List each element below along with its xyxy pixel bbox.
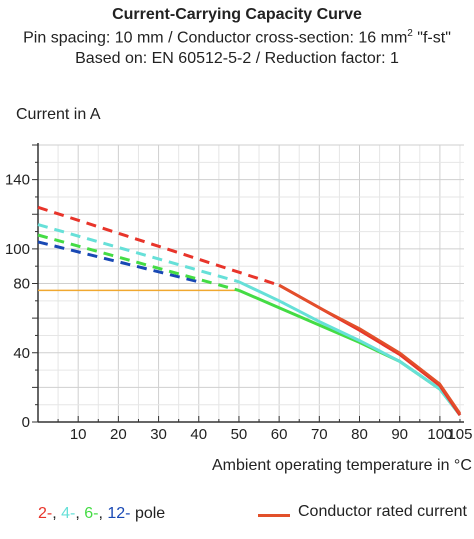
series-4-pole-line bbox=[238, 280, 462, 417]
subtitle-tail: "f-st" bbox=[412, 29, 451, 47]
subtitle-main: Pin spacing: 10 mm / Conductor cross-sec… bbox=[23, 29, 408, 47]
y-tick-label: 0 bbox=[22, 414, 30, 431]
y-axis-label: Current in A bbox=[16, 106, 101, 123]
x-tick-label: 10 bbox=[70, 426, 87, 443]
x-tick-label: 105 bbox=[447, 426, 472, 443]
legend-pole-part: , bbox=[52, 505, 62, 522]
conductor-rated-curve bbox=[278, 284, 462, 415]
chart-subtitle-1: Pin spacing: 10 mm / Conductor cross-sec… bbox=[0, 28, 474, 47]
legend-rated-label: Conductor rated current bbox=[298, 503, 467, 520]
series-4-pole-dashed bbox=[37, 223, 240, 284]
series-6-pole-dashed bbox=[37, 233, 240, 292]
legend-pole-part: 4- bbox=[61, 505, 76, 522]
x-axis-label: Ambient operating temperature in °C bbox=[212, 457, 472, 474]
x-tick-label: 30 bbox=[150, 426, 167, 443]
legend-pole-part: 12- bbox=[107, 505, 131, 522]
legend-pole-part: , bbox=[98, 505, 108, 522]
x-tick-label: 90 bbox=[391, 426, 408, 443]
legend-rated-swatch bbox=[258, 514, 290, 517]
legend-pole-part: 2- bbox=[38, 505, 53, 522]
x-tick-label: 60 bbox=[271, 426, 288, 443]
series-2-pole-dashed bbox=[37, 205, 280, 287]
x-tick-label: 50 bbox=[231, 426, 248, 443]
x-tick-label: 20 bbox=[110, 426, 127, 443]
chart-title: Current-Carrying Capacity Curve bbox=[112, 6, 362, 23]
legend-pole-part: pole bbox=[130, 505, 166, 522]
x-tick-label: 70 bbox=[311, 426, 328, 443]
legend-pole-entries: 2-, 4-, 6-, 12- pole bbox=[38, 505, 165, 523]
y-tick-label: 80 bbox=[13, 276, 30, 293]
x-tick-label: 80 bbox=[351, 426, 368, 443]
y-tick-label: 140 bbox=[5, 172, 30, 189]
legend-pole-part: 6- bbox=[84, 505, 99, 522]
legend-pole-part: , bbox=[75, 505, 85, 522]
x-tick-label: 40 bbox=[190, 426, 207, 443]
series-12-pole-dashed bbox=[37, 240, 200, 284]
y-tick-label: 40 bbox=[13, 345, 30, 362]
series-2-pole-line bbox=[278, 283, 462, 416]
subtitle-superscript: 2 bbox=[407, 28, 413, 39]
y-tick-label: 100 bbox=[5, 241, 30, 258]
x-tick-label: 100 bbox=[427, 426, 452, 443]
chart-subtitle-2: Based on: EN 60512-5-2 / Reduction facto… bbox=[75, 50, 399, 67]
